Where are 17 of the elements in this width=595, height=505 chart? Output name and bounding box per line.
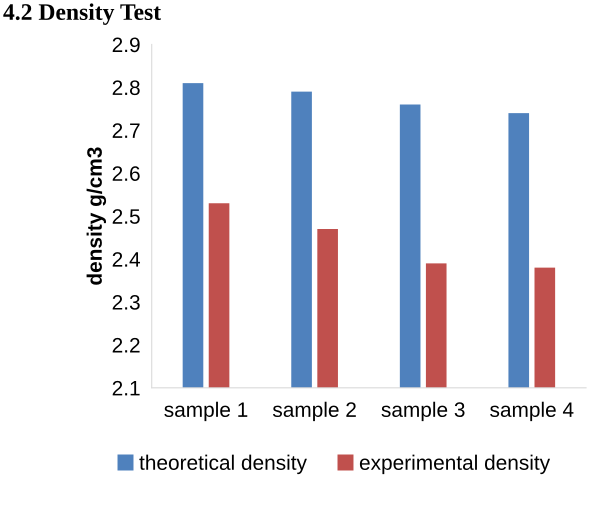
legend-label: experimental density [360,454,550,474]
y-tick-label: 2.5 [112,209,140,224]
x-tick-label: sample 2 [272,402,356,422]
chart-title: 4.2 Density Test [3,3,161,25]
legend-label: theoretical density [139,454,307,474]
y-tick-label: 2.8 [112,80,140,96]
y-tick-label: 2.6 [112,166,140,181]
y-tick-label: 2.7 [112,123,140,138]
y-tick-label: 2.9 [112,37,140,52]
y-tick-label: 2.2 [112,338,140,352]
x-tick-label: sample 4 [490,402,574,422]
x-tick-label: sample 1 [164,402,248,422]
y-tick-label: 2.3 [112,294,140,310]
y-tick-label: 2.4 [112,252,140,267]
y-axis-title: density g/cm3 [86,147,106,285]
x-tick-label: sample 3 [382,402,465,422]
y-tick-label: 2.1 [112,380,140,396]
